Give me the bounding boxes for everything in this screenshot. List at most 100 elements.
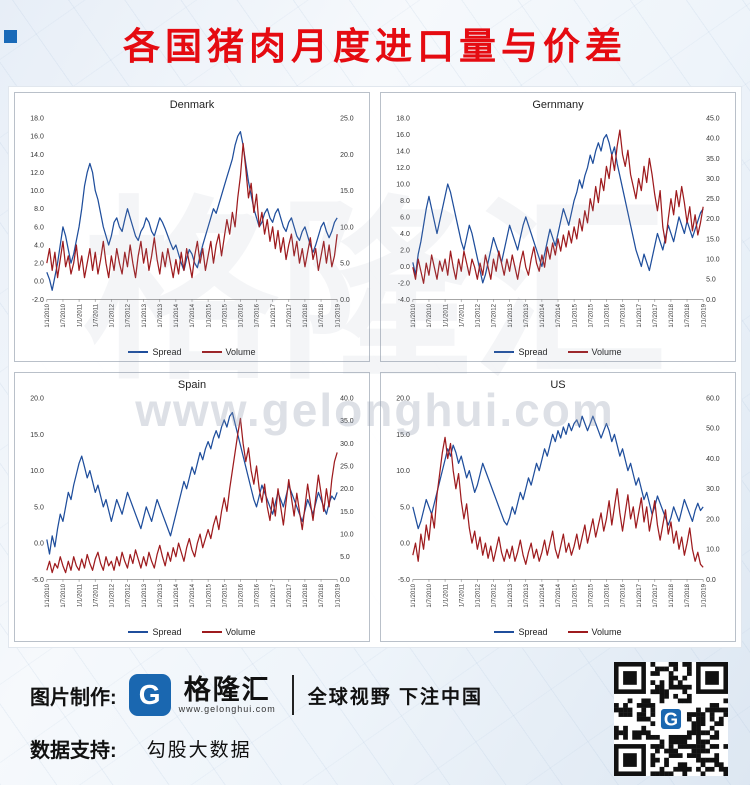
svg-text:0.0: 0.0	[400, 264, 410, 271]
svg-text:5.0: 5.0	[340, 554, 350, 561]
chart-spain: Spain -5.0 0.0 5.0 10.0 15.0 20.0 0.0 5.0 10.0 15…	[14, 372, 370, 642]
svg-text:20.0: 20.0	[706, 216, 720, 223]
svg-text:1/1/2019: 1/1/2019	[701, 303, 707, 327]
data-provider: 勾股大数据	[146, 740, 252, 761]
made-by-label: 图片制作:	[30, 686, 117, 709]
chart-title: Gernmany	[532, 99, 584, 111]
svg-text:-5.0: -5.0	[398, 577, 410, 584]
svg-text:-4.0: -4.0	[398, 297, 410, 304]
svg-text:1/7/2014: 1/7/2014	[556, 303, 562, 327]
svg-text:1/7/2017: 1/7/2017	[653, 303, 659, 327]
svg-text:0.0: 0.0	[340, 297, 350, 304]
chart-title: Spain	[177, 379, 207, 391]
svg-text:1/1/2010: 1/1/2010	[45, 303, 51, 327]
svg-text:1/1/2018: 1/1/2018	[669, 303, 675, 327]
svg-text:1/7/2012: 1/7/2012	[126, 583, 132, 607]
svg-text:1/7/2011: 1/7/2011	[459, 583, 465, 607]
divider	[291, 675, 294, 715]
svg-text:5.0: 5.0	[340, 261, 350, 268]
svg-text:G: G	[664, 708, 678, 729]
svg-text:10.0: 10.0	[706, 547, 720, 554]
svg-text:30.0: 30.0	[706, 176, 720, 183]
chart-germany: Gernmany -4.0 -2.0 0.0 2.0 4.0 6.0 8.0 10.0 12.0…	[380, 92, 736, 362]
footer: 图片制作: G 格隆汇 www.gelonghui.com 全球视野 下注中国 …	[0, 652, 750, 785]
svg-text:1/7/2010: 1/7/2010	[61, 303, 67, 327]
svg-text:1/1/2014: 1/1/2014	[174, 583, 180, 607]
svg-text:1/7/2016: 1/7/2016	[255, 583, 261, 607]
svg-text:12.0: 12.0	[30, 170, 44, 177]
legend-label-spread: Spread	[518, 347, 548, 357]
svg-text:1/7/2013: 1/7/2013	[524, 583, 530, 607]
svg-text:1/7/2012: 1/7/2012	[492, 303, 498, 327]
svg-text:1/1/2017: 1/1/2017	[637, 303, 643, 327]
svg-text:18.0: 18.0	[396, 115, 410, 122]
svg-text:1/1/2011: 1/1/2011	[443, 583, 449, 607]
logo-name: 格隆汇	[183, 675, 271, 705]
gelonghui-logo-text: 格隆汇 www.gelonghui.com	[179, 676, 276, 714]
slogan: 全球视野 下注中国	[307, 686, 483, 708]
legend-label-volume: Volume	[591, 627, 622, 637]
spread-line-swatch	[494, 631, 515, 633]
svg-text:5.0: 5.0	[34, 504, 44, 511]
svg-text:1/7/2010: 1/7/2010	[427, 583, 433, 607]
svg-text:8.0: 8.0	[34, 206, 44, 213]
svg-text:1/1/2012: 1/1/2012	[110, 303, 116, 327]
svg-text:1/1/2019: 1/1/2019	[335, 303, 341, 327]
svg-text:1/7/2018: 1/7/2018	[319, 583, 325, 607]
svg-text:10.0: 10.0	[706, 256, 720, 263]
svg-text:1/7/2015: 1/7/2015	[222, 303, 228, 327]
volume-line-swatch	[567, 631, 588, 633]
svg-text:1/1/2012: 1/1/2012	[476, 303, 482, 327]
svg-text:15.0: 15.0	[340, 188, 354, 195]
svg-text:1/7/2013: 1/7/2013	[158, 303, 164, 327]
footer-credits: 图片制作: G 格隆汇 www.gelonghui.com 全球视野 下注中国 …	[30, 674, 483, 763]
svg-text:1/1/2015: 1/1/2015	[206, 303, 212, 327]
svg-text:1/7/2017: 1/7/2017	[287, 583, 293, 607]
chart-spain-plot: -5.0 0.0 5.0 10.0 15.0 20.0 0.0 5.0 10.0 15.0 20.0…	[30, 395, 354, 607]
svg-text:1/7/2013: 1/7/2013	[524, 303, 530, 327]
svg-text:1/7/2018: 1/7/2018	[685, 583, 691, 607]
svg-text:1/7/2016: 1/7/2016	[621, 583, 627, 607]
svg-text:1/1/2018: 1/1/2018	[303, 583, 309, 607]
spread-line-swatch	[494, 351, 515, 353]
svg-text:0.0: 0.0	[34, 541, 44, 548]
svg-text:1/7/2012: 1/7/2012	[126, 303, 132, 327]
svg-text:45.0: 45.0	[706, 115, 720, 122]
svg-text:1/1/2016: 1/1/2016	[605, 303, 611, 327]
svg-text:1/1/2016: 1/1/2016	[239, 583, 245, 607]
chart-legend: Spread Volume	[17, 346, 367, 360]
page-title: 各国猪肉月度进口量与价差	[123, 27, 627, 68]
svg-text:1/7/2016: 1/7/2016	[255, 303, 261, 327]
svg-text:25.0: 25.0	[706, 196, 720, 203]
volume-line-swatch	[567, 351, 588, 353]
svg-text:30.0: 30.0	[706, 486, 720, 493]
svg-text:1/1/2010: 1/1/2010	[411, 303, 417, 327]
spread-line-swatch	[128, 351, 149, 353]
chart-legend: Spread Volume	[17, 626, 367, 640]
legend-label-volume: Volume	[225, 627, 256, 637]
svg-text:0.0: 0.0	[340, 577, 350, 584]
svg-text:1/7/2017: 1/7/2017	[287, 303, 293, 327]
svg-text:6.0: 6.0	[34, 224, 44, 231]
svg-text:15.0: 15.0	[340, 509, 354, 516]
chart-denmark: Denmark -2.0 0.0 2.0 4.0 6.0 8.0 10.0 12.0 14.0 1…	[14, 92, 370, 362]
svg-text:1/7/2014: 1/7/2014	[190, 583, 196, 607]
svg-text:1/1/2013: 1/1/2013	[142, 303, 148, 327]
svg-text:1/7/2015: 1/7/2015	[588, 303, 594, 327]
svg-text:20.0: 20.0	[340, 486, 354, 493]
svg-text:1/7/2018: 1/7/2018	[685, 303, 691, 327]
svg-text:15.0: 15.0	[30, 432, 44, 439]
svg-text:1/1/2014: 1/1/2014	[540, 583, 546, 607]
svg-text:0.0: 0.0	[706, 577, 716, 584]
chart-legend: Spread Volume	[383, 626, 733, 640]
svg-text:1/1/2011: 1/1/2011	[77, 583, 83, 607]
svg-text:1/1/2012: 1/1/2012	[476, 583, 482, 607]
svg-text:1/7/2010: 1/7/2010	[427, 303, 433, 327]
svg-text:1/1/2014: 1/1/2014	[540, 303, 546, 327]
qr-code: G	[614, 661, 729, 776]
svg-text:5.0: 5.0	[706, 277, 716, 284]
svg-text:1/1/2015: 1/1/2015	[572, 303, 578, 327]
svg-text:1/7/2015: 1/7/2015	[222, 583, 228, 607]
svg-text:1/1/2015: 1/1/2015	[572, 583, 578, 607]
svg-text:1/1/2013: 1/1/2013	[142, 583, 148, 607]
